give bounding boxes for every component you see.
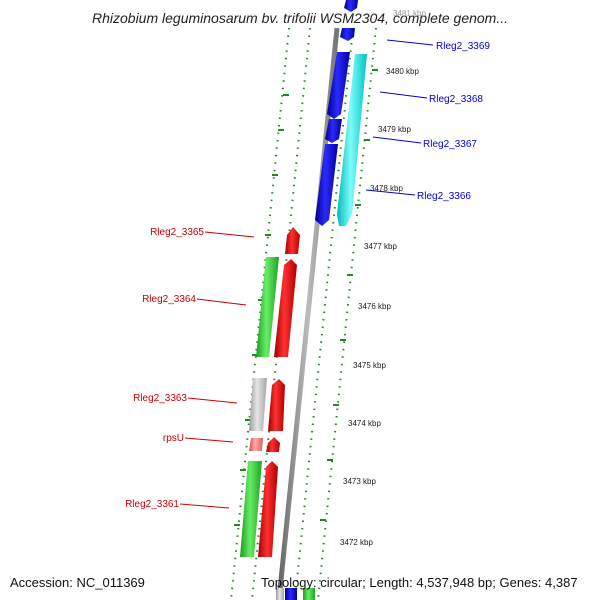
gene-label-rleg2-3366[interactable]: Rleg2_3366 [417, 191, 471, 202]
gene-label-rleg2-3368[interactable]: Rleg2_3368 [429, 94, 483, 105]
topology-text: Topology: circular; Length: 4,537,948 bp… [261, 575, 578, 590]
kbp-label: 3474 kbp [348, 419, 381, 428]
map-title: Rhizobium leguminosarum bv. trifolii WSM… [91, 10, 509, 26]
gene-label-rleg2-3363[interactable]: Rleg2_3363 [133, 393, 187, 404]
orf-pink[interactable] [249, 438, 263, 451]
genome-backbone [276, 27, 340, 600]
ring-ticks [234, 69, 378, 526]
cds-rleg2-3368[interactable] [327, 52, 350, 119]
reverse-cds-track [315, 0, 367, 226]
gene-label-rleg2-3361[interactable]: Rleg2_3361 [125, 499, 179, 510]
kbp-label: 3476 kbp [358, 302, 391, 311]
bottom-orf-blue [285, 588, 297, 600]
kbp-label: 3475 kbp [353, 361, 386, 370]
orf-gray[interactable] [249, 378, 267, 431]
kbp-label: 3480 kbp [386, 67, 419, 76]
cds-rleg2-3365[interactable] [285, 227, 300, 254]
cds-rleg2-3369-b[interactable] [340, 28, 355, 41]
orf-green-2[interactable] [240, 461, 262, 557]
orf-cyan[interactable] [337, 54, 367, 226]
reverse-gene-labels [365, 39, 434, 196]
accession-text: Accession: NC_011369 [10, 575, 145, 590]
gene-label-rleg2-3365[interactable]: Rleg2_3365 [150, 227, 204, 238]
kbp-label: 3473 kbp [343, 477, 376, 486]
forward-cds-track [258, 227, 300, 557]
kbp-label: 3478 kbp [370, 184, 403, 193]
kbp-label: 3479 kbp [378, 125, 411, 134]
gene-label-rleg2-3369[interactable]: Rleg2_3369 [436, 41, 490, 52]
orf-track [240, 257, 315, 600]
cds-rleg2-3369[interactable] [344, 0, 358, 12]
cds-rleg2-3363[interactable] [268, 379, 285, 431]
gene-label-rleg2-3367[interactable]: Rleg2_3367 [423, 139, 477, 150]
gene-label-rleg2-3364[interactable]: Rleg2_3364 [142, 294, 196, 305]
bottom-orf-gray [276, 588, 284, 600]
cds-rpsu[interactable] [266, 437, 280, 452]
kbp-scale: 3481 kbp 3480 kbp 3479 kbp 3478 kbp 3477… [340, 9, 426, 547]
cds-rleg2-3361[interactable] [258, 461, 278, 557]
kbp-label: 3472 kbp [340, 538, 373, 547]
gene-label-rpsu[interactable]: rpsU [163, 433, 184, 444]
cds-rleg2-3366[interactable] [315, 144, 338, 226]
cds-rleg2-3367[interactable] [325, 119, 342, 143]
bottom-orf-green [303, 588, 315, 600]
forward-gene-labels [179, 231, 255, 509]
kbp-label: 3481 kbp [393, 9, 426, 18]
cds-rleg2-3364[interactable] [274, 259, 297, 357]
kbp-label: 3477 kbp [364, 242, 397, 251]
orf-green-1[interactable] [256, 257, 279, 357]
